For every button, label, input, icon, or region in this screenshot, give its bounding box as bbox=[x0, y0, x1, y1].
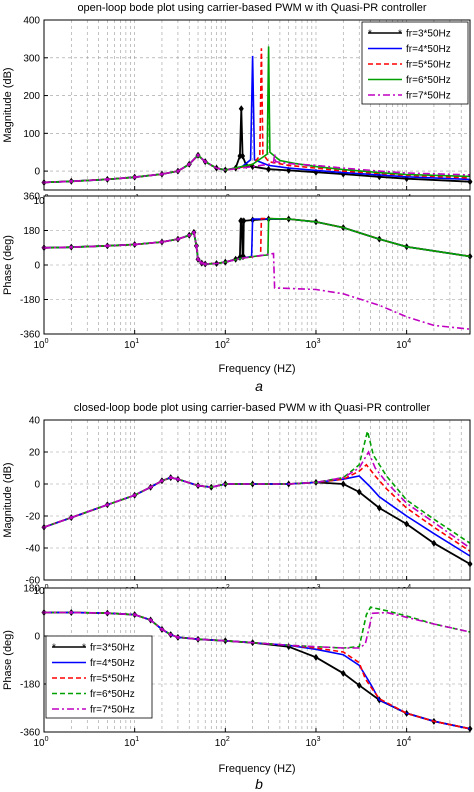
x-tick-label: 100 bbox=[33, 736, 48, 749]
legend-label-fr7: fr=7*50Hz bbox=[90, 705, 135, 716]
series-marker-fr7 bbox=[70, 246, 73, 249]
series-marker-fr7 bbox=[188, 163, 191, 166]
series-marker-fr7 bbox=[195, 244, 198, 247]
series-marker-fr7 bbox=[160, 479, 163, 482]
legend-marker: * bbox=[368, 29, 372, 40]
y-tick-label: 20 bbox=[29, 448, 41, 459]
series-marker-fr7 bbox=[133, 243, 136, 246]
series-marker-fr7 bbox=[106, 178, 109, 181]
y-tick-label: 360 bbox=[23, 192, 40, 203]
y-tick-label: -360 bbox=[20, 330, 40, 341]
series-marker-fr7 bbox=[106, 611, 109, 614]
x-tick-label: 102 bbox=[215, 338, 230, 351]
plot-area bbox=[44, 420, 470, 580]
series-marker-fr7 bbox=[192, 231, 195, 234]
y-tick-label: 300 bbox=[23, 53, 40, 64]
series-marker-fr7 bbox=[196, 258, 199, 261]
series-marker-fr7 bbox=[149, 618, 152, 621]
series-marker-fr7 bbox=[133, 494, 136, 497]
figure-b-xlabel: Frequency (HZ) bbox=[218, 763, 295, 775]
y-tick-label: 400 bbox=[23, 16, 40, 27]
figure-a-title: open-loop bode plot using carrier-based … bbox=[77, 2, 426, 14]
series-marker-fr7 bbox=[169, 633, 172, 636]
series-marker-fr7 bbox=[196, 484, 199, 487]
legend: * * fr=3*50Hz fr=4*50Hz fr=5*50Hz fr=6*50Hz fr… bbox=[362, 22, 468, 104]
series-marker-fr7 bbox=[176, 636, 179, 639]
figure-a-xlabel: Frequency (HZ) bbox=[218, 363, 295, 375]
legend-marker: * bbox=[82, 643, 86, 654]
y-tick-label: 0 bbox=[34, 261, 40, 272]
panel-b-magnitude: -60-40-2002040100101102103104Magnitude (… bbox=[2, 416, 473, 598]
series-marker-fr7 bbox=[169, 476, 172, 479]
series-marker-fr7 bbox=[70, 180, 73, 183]
x-tick-label: 103 bbox=[305, 338, 320, 351]
legend-label-fr4: fr=4*50Hz bbox=[406, 44, 451, 55]
legend-label-fr3: fr=3*50Hz bbox=[90, 643, 135, 654]
figure-b-label: b bbox=[255, 776, 263, 792]
series-marker-fr7 bbox=[204, 262, 207, 265]
legend-label-fr5: fr=5*50Hz bbox=[90, 674, 135, 685]
series-marker-fr7 bbox=[106, 503, 109, 506]
y-axis-label: Phase (deg) bbox=[2, 235, 14, 295]
x-tick-label: 101 bbox=[124, 736, 139, 749]
y-axis-label: Magnitude (dB) bbox=[2, 462, 14, 537]
y-tick-label: 180 bbox=[23, 584, 40, 595]
panel-a-phase: -360 -180 0 180 360 100 101 102 103 104 Phase (deg… bbox=[2, 192, 473, 352]
series-marker-fr7 bbox=[176, 238, 179, 241]
legend-label-fr3: fr=3*50Hz bbox=[406, 29, 451, 40]
legend-label-fr4: fr=4*50Hz bbox=[90, 658, 135, 669]
series-marker-fr7 bbox=[70, 611, 73, 614]
series-marker-fr7 bbox=[133, 176, 136, 179]
legend-marker: * bbox=[52, 643, 56, 654]
y-tick-label: 40 bbox=[29, 416, 41, 427]
y-axis-label: Magnitude (dB) bbox=[2, 67, 14, 142]
legend: * * fr=3*50Hz fr=4*50Hz fr=5*50Hz fr=6*50Hz fr… bbox=[46, 636, 152, 718]
y-tick-label: -180 bbox=[20, 295, 40, 306]
series-marker-fr7 bbox=[204, 160, 207, 163]
legend-label-fr7: fr=7*50Hz bbox=[406, 91, 451, 102]
y-tick-label: 0 bbox=[34, 167, 40, 178]
figure-b-title: closed-loop bode plot using carrier-base… bbox=[74, 402, 431, 414]
legend-label-fr6: fr=6*50Hz bbox=[90, 689, 135, 700]
panel-a-magnitude: 0100200300400100101102103104Magnitude (d… bbox=[2, 16, 473, 208]
figure-a-label: a bbox=[255, 378, 263, 394]
series-marker-fr7 bbox=[70, 516, 73, 519]
x-tick-label: 104 bbox=[396, 338, 411, 351]
y-tick-label: -180 bbox=[20, 680, 40, 691]
series-marker-fr7 bbox=[176, 478, 179, 481]
series-marker-fr7 bbox=[176, 170, 179, 173]
series-marker-fr7 bbox=[160, 628, 163, 631]
y-tick-label: -20 bbox=[26, 512, 41, 523]
legend-label-fr5: fr=5*50Hz bbox=[406, 60, 451, 71]
x-tick-label: 102 bbox=[215, 736, 230, 749]
y-axis-label: Phase (deg) bbox=[2, 630, 14, 690]
series-marker-fr7 bbox=[133, 613, 136, 616]
y-tick-label: 0 bbox=[34, 632, 40, 643]
series-marker-fr7 bbox=[149, 486, 152, 489]
x-tick-label: 104 bbox=[396, 736, 411, 749]
x-tick-label: 101 bbox=[124, 338, 139, 351]
legend-label-fr6: fr=6*50Hz bbox=[406, 75, 451, 86]
x-tick-label: 103 bbox=[305, 736, 320, 749]
series-marker-fr7 bbox=[196, 638, 199, 641]
y-tick-label: -40 bbox=[26, 544, 41, 555]
x-tick-label: 100 bbox=[33, 338, 48, 351]
y-tick-label: 100 bbox=[23, 129, 40, 140]
y-tick-label: 200 bbox=[23, 91, 40, 102]
series-marker-fr7 bbox=[196, 154, 199, 157]
series-marker-fr7 bbox=[160, 173, 163, 176]
series-marker-fr7 bbox=[200, 261, 203, 264]
series-marker-fr7 bbox=[160, 240, 163, 243]
series-marker-fr7 bbox=[106, 244, 109, 247]
y-tick-label: 0 bbox=[34, 480, 40, 491]
y-tick-label: 180 bbox=[23, 226, 40, 237]
series-marker-fr7 bbox=[188, 234, 191, 237]
y-tick-label: -360 bbox=[20, 728, 40, 739]
legend-marker: * bbox=[398, 29, 402, 40]
